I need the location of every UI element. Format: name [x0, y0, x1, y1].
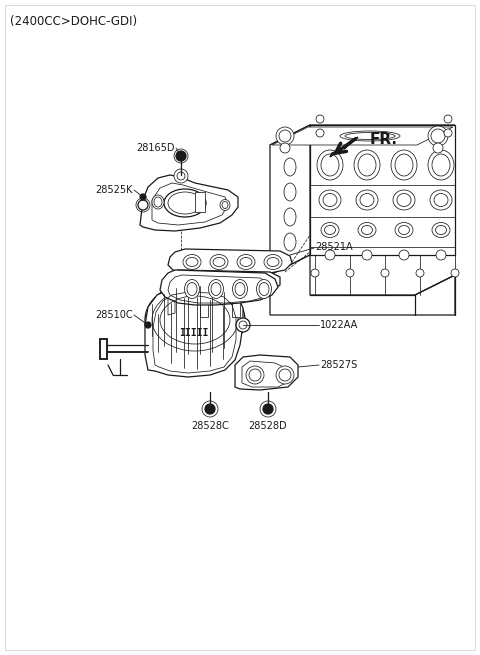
Ellipse shape	[319, 190, 341, 210]
Ellipse shape	[152, 289, 238, 351]
Ellipse shape	[183, 255, 201, 269]
Circle shape	[433, 143, 443, 153]
Polygon shape	[270, 255, 455, 315]
Text: (2400CC>DOHC-GDI): (2400CC>DOHC-GDI)	[10, 15, 137, 28]
Text: IIIII: IIIII	[180, 328, 209, 338]
Circle shape	[263, 404, 273, 414]
Text: 28528C: 28528C	[191, 421, 229, 431]
Polygon shape	[330, 137, 358, 157]
Circle shape	[280, 143, 290, 153]
Polygon shape	[160, 270, 278, 305]
Polygon shape	[168, 270, 280, 290]
Ellipse shape	[432, 223, 450, 238]
Ellipse shape	[393, 190, 415, 210]
Ellipse shape	[232, 280, 248, 299]
Text: 28521A: 28521A	[315, 242, 353, 252]
Ellipse shape	[284, 183, 296, 201]
Circle shape	[138, 200, 148, 210]
Polygon shape	[270, 125, 310, 275]
Polygon shape	[235, 355, 298, 390]
Circle shape	[362, 250, 372, 260]
Ellipse shape	[164, 189, 206, 217]
Circle shape	[399, 250, 409, 260]
Ellipse shape	[208, 280, 224, 299]
Ellipse shape	[237, 255, 255, 269]
Circle shape	[140, 194, 146, 200]
Polygon shape	[145, 287, 243, 377]
Ellipse shape	[256, 280, 272, 299]
Circle shape	[436, 250, 446, 260]
Circle shape	[176, 151, 186, 161]
Ellipse shape	[284, 233, 296, 251]
Polygon shape	[272, 127, 453, 145]
Text: 28525K: 28525K	[96, 185, 133, 195]
Ellipse shape	[395, 223, 413, 238]
Ellipse shape	[284, 158, 296, 176]
Text: 28510C: 28510C	[96, 310, 133, 320]
Ellipse shape	[184, 280, 200, 299]
Text: 28165D: 28165D	[136, 143, 175, 153]
Circle shape	[145, 322, 151, 328]
Text: 28528D: 28528D	[249, 421, 288, 431]
Circle shape	[416, 269, 424, 277]
Circle shape	[381, 269, 389, 277]
Ellipse shape	[284, 208, 296, 226]
Polygon shape	[270, 125, 455, 145]
Ellipse shape	[358, 223, 376, 238]
Polygon shape	[310, 125, 455, 255]
Circle shape	[311, 269, 319, 277]
Ellipse shape	[264, 255, 282, 269]
Polygon shape	[168, 249, 292, 273]
Circle shape	[444, 129, 452, 137]
Ellipse shape	[220, 200, 230, 210]
Circle shape	[174, 169, 188, 183]
Circle shape	[236, 318, 250, 332]
Polygon shape	[168, 285, 175, 315]
Text: 1022AA: 1022AA	[320, 320, 358, 330]
Polygon shape	[232, 289, 240, 317]
Ellipse shape	[430, 190, 452, 210]
Circle shape	[451, 269, 459, 277]
Circle shape	[346, 269, 354, 277]
Ellipse shape	[354, 150, 380, 180]
Circle shape	[246, 366, 264, 384]
Ellipse shape	[391, 150, 417, 180]
Polygon shape	[195, 192, 205, 212]
Ellipse shape	[356, 190, 378, 210]
Polygon shape	[140, 175, 238, 231]
Text: FR.: FR.	[370, 132, 398, 147]
Circle shape	[276, 127, 294, 145]
Text: 28527S: 28527S	[320, 360, 357, 370]
Ellipse shape	[340, 131, 400, 141]
Ellipse shape	[152, 195, 164, 209]
Polygon shape	[200, 287, 208, 317]
Circle shape	[205, 404, 215, 414]
Ellipse shape	[428, 150, 454, 180]
Ellipse shape	[321, 223, 339, 238]
Circle shape	[428, 126, 448, 146]
Circle shape	[444, 115, 452, 123]
Ellipse shape	[145, 282, 245, 358]
Circle shape	[316, 129, 324, 137]
Circle shape	[325, 250, 335, 260]
Ellipse shape	[210, 255, 228, 269]
Ellipse shape	[317, 150, 343, 180]
Circle shape	[276, 366, 294, 384]
Circle shape	[316, 115, 324, 123]
